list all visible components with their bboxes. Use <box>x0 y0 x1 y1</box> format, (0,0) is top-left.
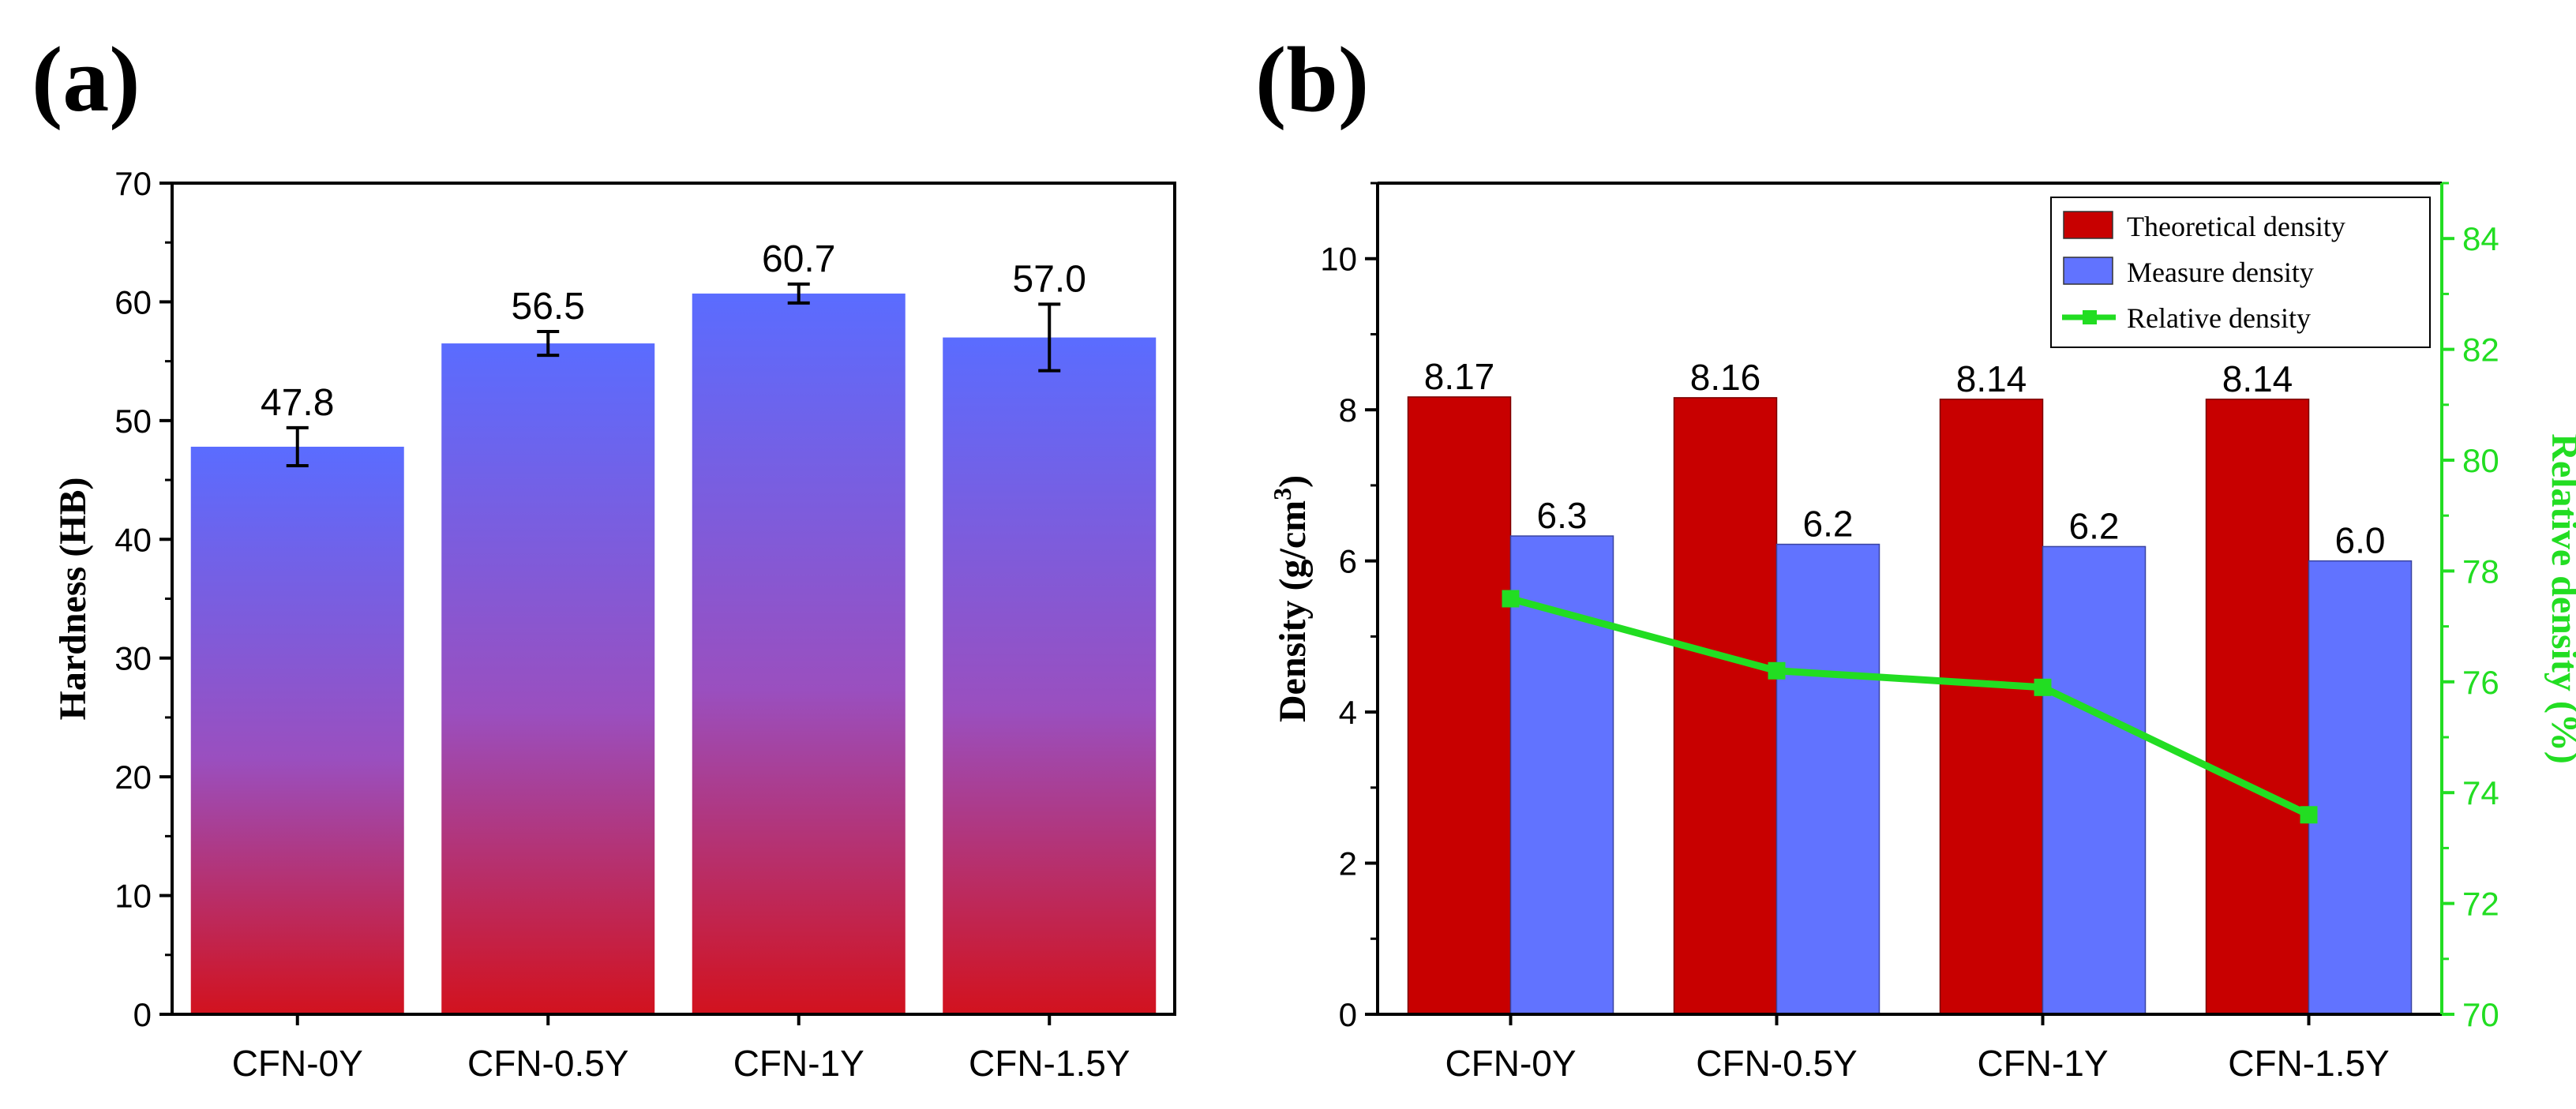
y-tick-label: 30 <box>114 640 152 677</box>
measure-density-label: 6.2 <box>2069 505 2120 546</box>
x-tick-label: CFN-0Y <box>232 1043 363 1084</box>
legend-entry-label: Theoretical density <box>2127 211 2345 242</box>
y-axis-label-end: ) <box>1272 475 1314 488</box>
y2-axis-label: Relative density (%) <box>2544 433 2576 764</box>
x-tick-label: CFN-1.5Y <box>969 1043 1130 1084</box>
legend-marker <box>2083 310 2097 324</box>
y-tick-label: 0 <box>133 996 152 1033</box>
legend-swatch <box>2063 257 2113 285</box>
theoretical-density-label: 8.16 <box>1690 357 1761 398</box>
y-tick-label: 6 <box>1339 543 1357 580</box>
hardness-bar <box>441 343 655 1014</box>
x-tick-label: CFN-0Y <box>1445 1043 1576 1084</box>
theoretical-density-bar <box>2205 399 2310 1015</box>
measure-density-label: 6.3 <box>1537 495 1588 536</box>
x-tick-label: CFN-0.5Y <box>1696 1043 1857 1084</box>
theoretical-density-label: 8.14 <box>1956 358 2027 399</box>
x-tick-label: CFN-1Y <box>733 1043 864 1084</box>
y-axis-label: Hardness (HB) <box>52 477 94 720</box>
y2-tick-label: 82 <box>2462 332 2499 369</box>
panel-a-label: (a) <box>32 28 141 131</box>
x-tick-label: CFN-0.5Y <box>467 1043 628 1084</box>
panel-b-label: (b) <box>1255 28 1369 131</box>
relative-density-point <box>1768 661 1786 680</box>
y-tick-label: 4 <box>1339 694 1357 731</box>
y-tick-label: 60 <box>114 283 152 320</box>
relative-density-point <box>2034 678 2052 696</box>
panel-b: (b) 8.17 6.3 8.16 6.2 8.14 6.2 8.14 6.0 0 2 4 6 8 10 70… <box>1255 28 2576 1084</box>
y-tick-label: 20 <box>114 759 152 796</box>
measure-density-bar <box>1509 535 1614 1015</box>
legend: Theoretical density Measure density Relati… <box>2050 197 2431 348</box>
x-tick-label: CFN-1Y <box>1977 1043 2108 1084</box>
measure-density-label: 6.0 <box>2335 520 2386 561</box>
y-tick-label: 8 <box>1339 392 1357 429</box>
legend-entry-label: Measure density <box>2127 257 2314 288</box>
legend-entry-label: Relative density <box>2127 302 2311 334</box>
x-tick-label: CFN-1.5Y <box>2228 1043 2389 1084</box>
hardness-bar <box>943 337 1157 1014</box>
hardness-bar <box>692 293 906 1014</box>
y-tick-label: 10 <box>114 878 152 915</box>
y2-tick-label: 72 <box>2462 886 2499 923</box>
y2-tick-label: 78 <box>2462 553 2499 590</box>
y-axis-label-superscript: 3 <box>1268 488 1296 500</box>
y-tick-label: 50 <box>114 403 152 440</box>
legend-swatch <box>2063 211 2113 239</box>
y-tick-label: 70 <box>114 165 152 202</box>
y2-tick-label: 84 <box>2462 220 2499 257</box>
data-label: 60.7 <box>762 238 835 280</box>
y-tick-label: 40 <box>114 521 152 558</box>
relative-density-line <box>1509 595 2311 819</box>
y-tick-label: 10 <box>1320 241 1357 278</box>
data-label: 57.0 <box>1013 258 1086 300</box>
y2-tick-label: 80 <box>2462 442 2499 479</box>
y2-tick-label: 76 <box>2462 664 2499 701</box>
relative-density-point <box>1502 590 1520 608</box>
y2-tick-label: 70 <box>2462 996 2499 1033</box>
theoretical-density-bar <box>1407 396 1512 1015</box>
y2-tick-label: 74 <box>2462 774 2499 811</box>
y-axis-label: Density (g/cm3) <box>1268 475 1314 722</box>
y-tick-label: 0 <box>1339 996 1357 1033</box>
panel-a: (a) 47.8 56.5 60.7 57.0 0 10 20 30 40 50 60 70 CFN-0Y… <box>32 28 1176 1084</box>
relative-density-point <box>2300 806 2318 824</box>
y-tick-label: 2 <box>1339 845 1357 882</box>
measure-density-bar <box>2042 545 2147 1015</box>
theoretical-density-bar <box>1939 399 2044 1015</box>
data-label: 56.5 <box>512 286 585 328</box>
data-label: 47.8 <box>261 382 334 424</box>
measure-density-bar <box>2308 560 2413 1015</box>
hardness-bar <box>190 446 404 1014</box>
legend-box <box>2050 197 2431 348</box>
theoretical-density-bar <box>1673 397 1778 1015</box>
y-axis-label-main: Density (g/cm <box>1272 500 1314 722</box>
theoretical-density-label: 8.17 <box>1424 356 1495 397</box>
measure-density-bar <box>1775 543 1880 1015</box>
theoretical-density-label: 8.14 <box>2222 358 2293 399</box>
measure-density-label: 6.2 <box>1803 504 1854 545</box>
